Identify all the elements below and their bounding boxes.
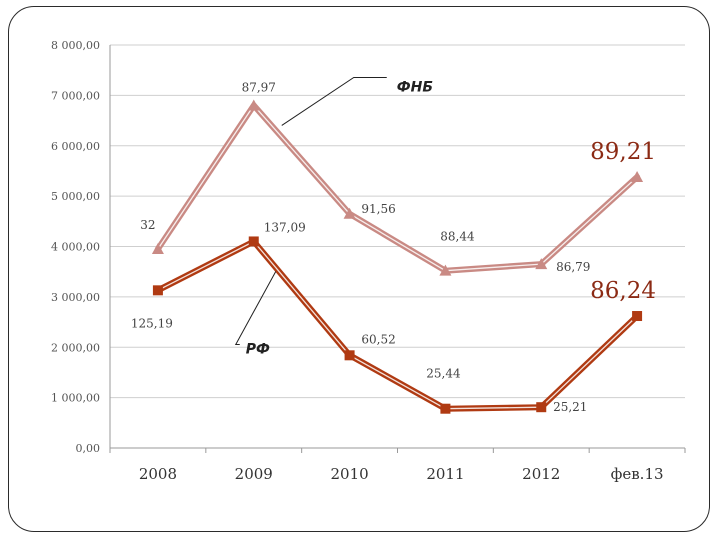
data-point bbox=[440, 403, 451, 414]
x-tick-label: 2012 bbox=[522, 465, 560, 483]
data-label: 86,24 bbox=[590, 278, 656, 304]
data-point bbox=[151, 243, 164, 255]
rf-series-name: РФ bbox=[246, 341, 270, 357]
data-label: 89,21 bbox=[590, 139, 656, 165]
y-tick-label: 1 000,00 bbox=[51, 392, 100, 405]
rf-leader-line bbox=[234, 271, 277, 345]
data-point bbox=[536, 402, 547, 413]
slide-frame bbox=[8, 6, 710, 532]
data-labels: 32 87,97 91,56 88,44 86,79 89,21 125,19 137,09 6… bbox=[131, 80, 656, 414]
data-point bbox=[535, 258, 548, 270]
series-lines bbox=[151, 99, 644, 414]
y-axis-ticks: 0,00 1 000,00 2 000,00 3 000,00 4 000,00 5 00… bbox=[51, 39, 100, 455]
x-axis-ticks: 2008 2009 2010 2011 2012 фев.13 bbox=[139, 465, 664, 483]
y-tick-label: 6 000,00 bbox=[51, 140, 100, 153]
data-point bbox=[152, 285, 163, 296]
axes bbox=[109, 45, 686, 453]
y-tick-label: 4 000,00 bbox=[51, 241, 100, 254]
data-point bbox=[439, 264, 452, 276]
data-label: 86,79 bbox=[556, 260, 590, 274]
x-tick-label: 2008 bbox=[139, 465, 177, 483]
data-point bbox=[344, 350, 355, 361]
data-label: 60,52 bbox=[361, 332, 395, 346]
data-label: 25,21 bbox=[553, 400, 587, 414]
data-point bbox=[343, 207, 356, 219]
series-line-highlight bbox=[157, 240, 638, 410]
data-label: 91,56 bbox=[361, 202, 395, 216]
fnb-series-name: ФНБ bbox=[397, 79, 433, 95]
x-tick-label: 2011 bbox=[426, 465, 464, 483]
x-tick-label: фев.13 bbox=[611, 465, 664, 483]
x-tick-label: 2010 bbox=[330, 465, 368, 483]
y-tick-label: 7 000,00 bbox=[51, 89, 100, 102]
data-label: 32 bbox=[140, 218, 155, 232]
data-label: 125,19 bbox=[131, 316, 173, 330]
data-label: 88,44 bbox=[440, 230, 475, 244]
data-point bbox=[247, 99, 260, 111]
data-label: 25,44 bbox=[426, 367, 461, 381]
data-point bbox=[631, 170, 644, 182]
series-line-highlight bbox=[157, 104, 638, 272]
series-callouts: ФНБ РФ bbox=[234, 76, 433, 357]
x-tick-label: 2009 bbox=[235, 465, 273, 483]
y-tick-label: 8 000,00 bbox=[51, 39, 100, 52]
data-label: 87,97 bbox=[242, 80, 276, 94]
data-label: 137,09 bbox=[264, 220, 306, 234]
data-point bbox=[632, 311, 643, 322]
y-tick-label: 5 000,00 bbox=[51, 190, 100, 203]
fnb-leader-line bbox=[281, 76, 387, 126]
y-tick-label: 3 000,00 bbox=[51, 291, 100, 304]
y-tick-label: 2 000,00 bbox=[51, 341, 100, 354]
y-tick-label: 0,00 bbox=[76, 442, 101, 455]
data-point bbox=[248, 236, 259, 247]
series-line-fnb bbox=[154, 102, 641, 274]
gridlines bbox=[110, 44, 685, 399]
